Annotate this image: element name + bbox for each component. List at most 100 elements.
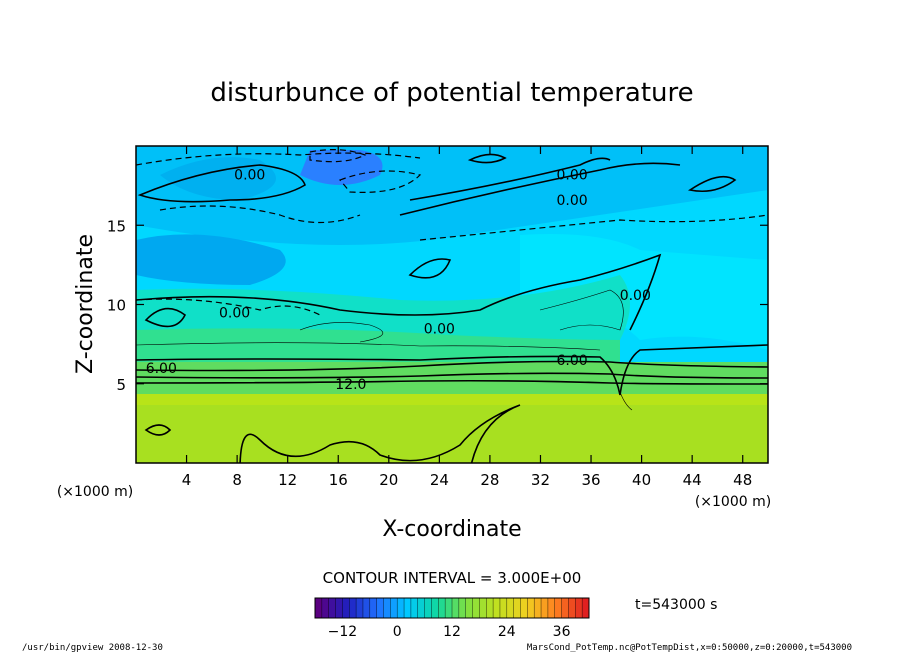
x-axis: 4 8 12 16 20 24 28 32 36 40 44 48	[182, 146, 752, 489]
colorbar-cell	[527, 598, 535, 618]
x-axis-label: X-coordinate	[382, 517, 521, 542]
contour-line	[239, 404, 521, 463]
contour-label: 12.0	[335, 377, 366, 393]
colorbar-cell	[362, 598, 371, 618]
contour-label-group: 6.00	[556, 353, 587, 369]
x-tick-label: 32	[531, 471, 550, 489]
contour-line	[299, 322, 383, 343]
y-tick-label: 5	[116, 376, 126, 394]
contour-label: 6.00	[556, 353, 587, 369]
colorbar-cell	[452, 598, 460, 618]
contour-label: 6.00	[146, 361, 177, 377]
x-tick-label: 16	[329, 471, 348, 489]
contour-label-group: 12.0	[335, 377, 366, 393]
contour-line	[136, 253, 662, 331]
contour-label-group: 0.00	[556, 168, 587, 184]
contour-label-group: 0.00	[219, 305, 250, 321]
colorbar-cell	[513, 598, 521, 618]
colorbar-cell	[499, 598, 508, 618]
contour-line	[144, 307, 187, 328]
colorbar-cell	[410, 598, 419, 618]
x-tick-label: 44	[683, 471, 702, 489]
colorbar-cell	[417, 598, 426, 618]
colorbar-tick-label: 24	[498, 624, 516, 640]
colorbar-tick-label: 36	[553, 624, 571, 640]
colorbar-cell	[568, 598, 576, 618]
x-tick-label: 36	[581, 471, 600, 489]
contour-line	[408, 258, 452, 279]
x-tick-label: 4	[182, 471, 192, 489]
colorbar-cell	[554, 598, 563, 618]
colorbar-cell	[315, 598, 323, 618]
contour-line	[136, 379, 768, 385]
colorbar-cell	[349, 598, 357, 618]
colorbar-cell	[356, 598, 364, 618]
field-patch-cold	[300, 150, 383, 185]
contour-line	[136, 342, 601, 351]
colorbar-cell	[438, 598, 446, 618]
x-tick-label: 20	[379, 471, 398, 489]
contour-line	[539, 289, 624, 331]
colorbar-cell	[493, 598, 501, 618]
x-tick-label: 48	[733, 471, 752, 489]
colorbar-cell	[328, 598, 337, 618]
colorbar-cell	[335, 598, 343, 618]
colorbar-cell	[424, 598, 432, 618]
contour-interval-label: CONTOUR INTERVAL = 3.000E+00	[323, 569, 582, 587]
contour-label: 0.00	[556, 193, 587, 209]
colorbar-tick-label: 0	[393, 624, 402, 640]
footer-left: /usr/bin/gpview 2008-12-30	[22, 643, 163, 653]
y-tick-label: 10	[107, 297, 126, 315]
contour-line	[137, 164, 306, 203]
y-axis-label: Z-coordinate	[73, 234, 98, 374]
y-tick-label: 15	[107, 217, 126, 235]
x-tick-label: 40	[632, 471, 651, 489]
colorbar-cell	[547, 598, 556, 618]
colorbar-cell	[561, 598, 569, 618]
contour-line	[136, 152, 421, 166]
contour-label-group: 6.00	[146, 361, 177, 377]
colorbar-cell	[520, 598, 528, 618]
field-patch-cool-2	[136, 234, 286, 285]
contour-line	[159, 205, 361, 224]
colorbar-cell	[390, 598, 398, 618]
colorbar-cell	[486, 598, 494, 618]
x-tick-label: 8	[232, 471, 242, 489]
field-band-upper	[136, 146, 768, 245]
contour-line	[687, 175, 737, 193]
x-unit-right: (×1000 m)	[695, 494, 771, 510]
colorbar-cell	[376, 598, 384, 618]
colorbar-tick-label: −12	[328, 624, 358, 640]
colorbar-cell	[404, 598, 412, 618]
contour-line	[409, 157, 611, 201]
colorbar-cell	[342, 598, 350, 618]
colorbar-cell	[397, 598, 405, 618]
colorbar-cell	[479, 598, 487, 618]
y-axis: 5 10 15	[107, 217, 768, 394]
contour-line	[399, 162, 681, 216]
contour-line	[419, 214, 768, 241]
contour-label-group: 0.00	[234, 168, 265, 184]
colorbar-cell	[445, 598, 453, 618]
colorbar-cell	[383, 598, 391, 618]
contour-label-group: 0.00	[620, 288, 651, 304]
contour-line	[136, 360, 768, 372]
contour-line	[467, 153, 507, 164]
contour-line	[338, 170, 422, 193]
colorbar-cell	[458, 598, 467, 618]
x-tick-label: 28	[480, 471, 499, 489]
contour-label: 0.00	[620, 288, 651, 304]
colorbar-cell	[506, 598, 515, 618]
x-unit-left: (×1000 m)	[57, 484, 133, 500]
footer-right: MarsCond_PotTemp.nc@PotTempDist,x=0:5000…	[527, 643, 852, 653]
contour-line	[136, 298, 321, 316]
contour-label: 0.00	[234, 168, 265, 184]
colorbar-cell	[465, 598, 474, 618]
colorbar-frame	[314, 597, 590, 619]
contour-label-group: 0.00	[424, 321, 455, 337]
colorbar-cell	[431, 598, 439, 618]
colorbar-cell	[534, 598, 542, 618]
contour-line	[136, 372, 768, 379]
colorbar-cell	[321, 598, 330, 618]
